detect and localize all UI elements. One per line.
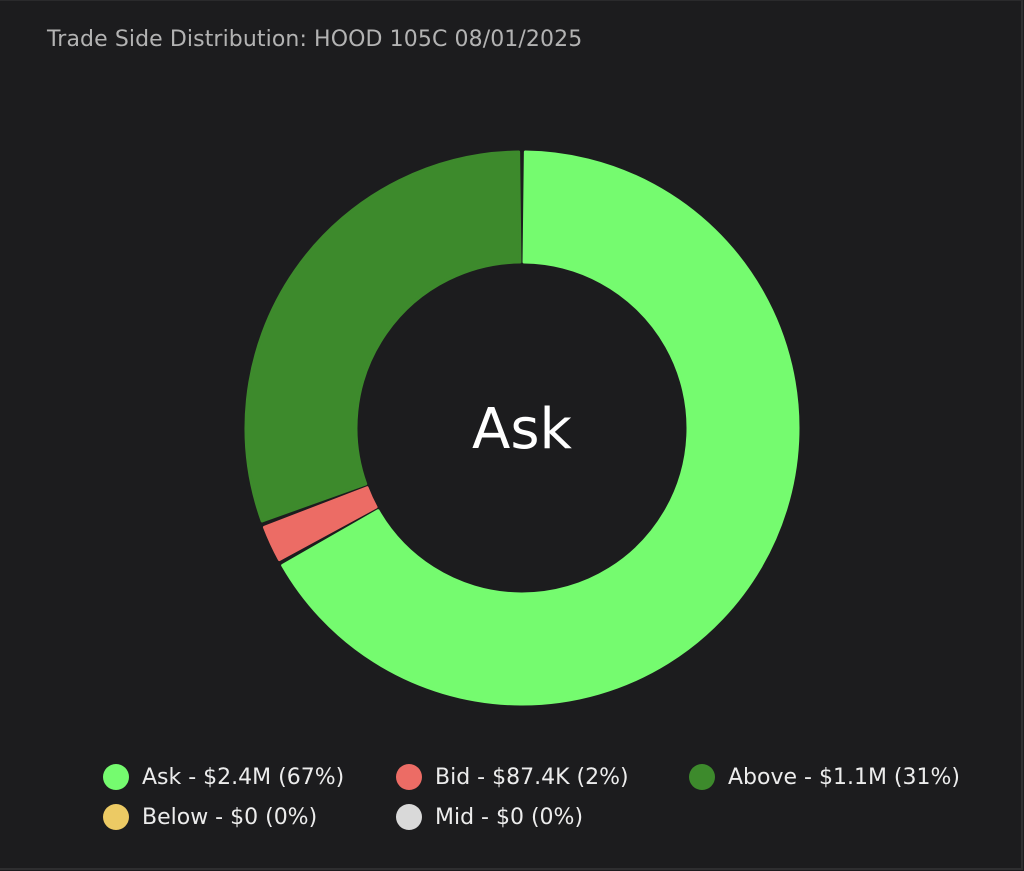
legend-label-ask: Ask - $2.4M (67%) (142, 764, 345, 790)
donut-slices (244, 150, 800, 706)
legend-label-mid: Mid - $0 (0%) (435, 804, 584, 830)
legend-item-mid[interactable]: Mid - $0 (0%) (396, 802, 583, 832)
legend-label-below: Below - $0 (0%) (142, 804, 318, 830)
legend-swatch-mid (396, 804, 422, 830)
legend-label-above: Above - $1.1M (31%) (728, 764, 960, 790)
donut-slice-ask[interactable] (281, 150, 800, 706)
legend-swatch-ask (103, 764, 129, 790)
legend-swatch-below (103, 804, 129, 830)
donut-slice-above[interactable] (244, 150, 522, 523)
legend-swatch-above (689, 764, 715, 790)
legend-label-bid: Bid - $87.4K (2%) (435, 764, 629, 790)
donut-slice-bid[interactable] (262, 486, 378, 562)
legend-item-ask[interactable]: Ask - $2.4M (67%) (103, 762, 344, 792)
donut-center-label: Ask (472, 397, 572, 462)
legend-item-bid[interactable]: Bid - $87.4K (2%) (396, 762, 629, 792)
legend-item-below[interactable]: Below - $0 (0%) (103, 802, 317, 832)
legend-item-above[interactable]: Above - $1.1M (31%) (689, 762, 960, 792)
chart-title: Trade Side Distribution: HOOD 105C 08/01… (47, 27, 583, 52)
legend-swatch-bid (396, 764, 422, 790)
